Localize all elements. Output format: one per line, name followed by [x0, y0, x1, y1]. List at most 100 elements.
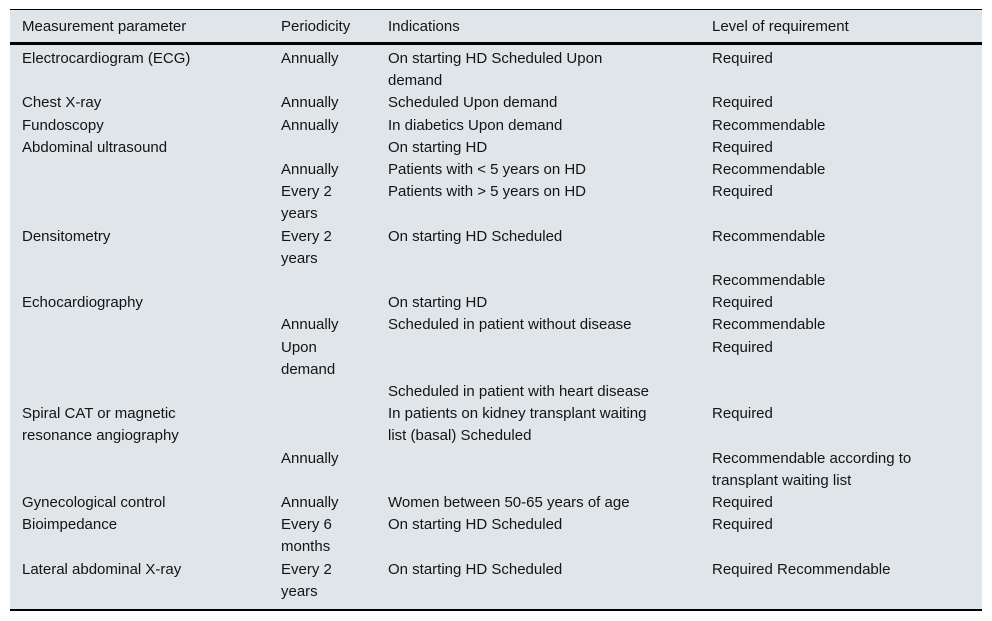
table-cell-line: Every 2 [281, 227, 332, 245]
table-cell-line: Every 2 [281, 183, 332, 201]
table-cell: On starting HD Scheduled [376, 226, 700, 270]
table-cell: Echocardiography [10, 292, 269, 314]
table-cell: Annually [269, 448, 376, 492]
table-cell-line: transplant waiting list [712, 471, 852, 489]
table-cell [700, 381, 982, 403]
table-cell-line: list (basal) Scheduled [388, 427, 532, 445]
table-row: Spiral CAT or magnetic resonance angiogra… [10, 403, 982, 447]
table-cell: Lateral abdominal X-ray [10, 559, 269, 609]
table-row: Fundoscopy Annually In diabetics Upon dema… [10, 115, 982, 137]
table-cell-line: Recommendable [712, 227, 826, 245]
table-cell: Annually [269, 115, 376, 137]
table-cell-line: Required Recommendable [712, 560, 891, 578]
table-cell: Required [700, 44, 982, 93]
table-cell: On starting HD Scheduled [376, 559, 700, 609]
table-cell: Scheduled Upon demand [376, 92, 700, 114]
table-row: Bioimpedance Every 6 months On starting HD … [10, 514, 982, 558]
table-cell-line: Scheduled in patient with heart disease [388, 383, 650, 401]
table-cell: Every 2 years [269, 181, 376, 225]
table-row: Recommendable [10, 270, 982, 292]
table-cell-line: Bioimpedance [22, 516, 118, 534]
table-cell [10, 181, 269, 225]
table-cell-line: On starting HD [388, 138, 488, 156]
table-row: Gynecological control Annually Women betwe… [10, 492, 982, 514]
table-cell-line: years [281, 582, 318, 600]
table-cell [10, 314, 269, 336]
table-cell-line: Recommendable [712, 116, 826, 134]
table-cell [376, 448, 700, 492]
table-cell-line: Spiral CAT or magnetic [22, 405, 176, 423]
table-cell: Every 6 months [269, 514, 376, 558]
table-cell: In patients on kidney transplant waiting… [376, 403, 700, 447]
table-cell: Recommendable [700, 159, 982, 181]
table-cell-line: Fundoscopy [22, 116, 104, 134]
table-cell: On starting HD Scheduled Upon demand [376, 44, 700, 93]
table-row: Annually Recommendable according to transp… [10, 448, 982, 492]
table-row: Electrocardiogram (ECG) Annually On starti… [10, 44, 982, 93]
table-row: Annually Patients with < 5 years on HD Rec… [10, 159, 982, 181]
table-cell-line: On starting HD Scheduled [388, 227, 563, 245]
table-cell: Recommendable [700, 226, 982, 270]
table-cell: Patients with > 5 years on HD [376, 181, 700, 225]
table-cell: Upon demand [269, 337, 376, 381]
table-cell-line: Lateral abdominal X-ray [22, 560, 182, 578]
table-header-row: Measurement parameter Periodicity Indica… [10, 10, 982, 45]
table-cell-line: Scheduled Upon demand [388, 94, 558, 112]
table-cell-line: On starting HD Scheduled [388, 560, 563, 578]
table-header: Measurement parameter Periodicity Indica… [10, 10, 982, 45]
table-cell: Required [700, 403, 982, 447]
table-cell [10, 270, 269, 292]
table-cell: Gynecological control [10, 492, 269, 514]
table-cell-line: Required [712, 338, 773, 356]
table-cell [269, 292, 376, 314]
table-cell-line: Patients with > 5 years on HD [388, 183, 587, 201]
column-header-periodicity: Periodicity [269, 10, 376, 45]
table-row: Abdominal ultrasound On starting HD Requir… [10, 137, 982, 159]
measurement-table-grid: Measurement parameter Periodicity Indica… [10, 10, 982, 609]
table-cell-line: Recommendable [712, 272, 826, 290]
table-cell: Required [700, 292, 982, 314]
table-cell-line: Required [712, 516, 773, 534]
column-header-indications: Indications [376, 10, 700, 45]
table-cell: Recommendable [700, 270, 982, 292]
table-row: Every 2 years Patients with > 5 years on H… [10, 181, 982, 225]
table-cell-line: Annually [281, 116, 339, 134]
table-cell [269, 403, 376, 447]
table-cell-line: demand [281, 360, 336, 378]
table-cell: Required [700, 337, 982, 381]
table-cell-line: Annually [281, 94, 339, 112]
table-cell: Required [700, 181, 982, 225]
table-cell [10, 337, 269, 381]
table-cell: Required Recommendable [700, 559, 982, 609]
table-cell [10, 448, 269, 492]
table-cell: Recommendable according to transplant wai… [700, 448, 982, 492]
table-cell-line: Required [712, 294, 773, 312]
table-cell-line: Women between 50-65 years of age [388, 494, 630, 512]
table-cell-line: Gynecological control [22, 494, 166, 512]
table-cell-line: On starting HD Scheduled Upon [388, 50, 603, 67]
table-cell [10, 381, 269, 403]
table-cell [269, 137, 376, 159]
table-body: Electrocardiogram (ECG) Annually On starti… [10, 44, 982, 610]
table-cell: Densitometry [10, 226, 269, 270]
table-cell-line: Required [712, 494, 773, 512]
measurement-table: Measurement parameter Periodicity Indica… [10, 9, 982, 612]
table-cell-line: Upon [281, 338, 317, 356]
table-cell: Recommendable [700, 314, 982, 336]
table-cell: Annually [269, 44, 376, 93]
table-cell: Spiral CAT or magnetic resonance angiogra… [10, 403, 269, 447]
table-cell-line: years [281, 249, 318, 267]
table-row: Chest X-ray Annually Scheduled Upon demand… [10, 92, 982, 114]
table-cell: Abdominal ultrasound [10, 137, 269, 159]
table-cell: Scheduled in patient without disease [376, 314, 700, 336]
table-cell-line: Chest X-ray [22, 94, 102, 112]
table-row: Annually Scheduled in patient without dis… [10, 314, 982, 336]
table-cell: Electrocardiogram (ECG) [10, 44, 269, 93]
table-cell: Annually [269, 92, 376, 114]
table-cell-line: Recommendable [712, 161, 826, 179]
table-cell: Fundoscopy [10, 115, 269, 137]
table-cell-line: demand [388, 72, 443, 90]
table-cell: On starting HD [376, 137, 700, 159]
table-cell: Every 2 years [269, 559, 376, 609]
table-cell [269, 381, 376, 403]
